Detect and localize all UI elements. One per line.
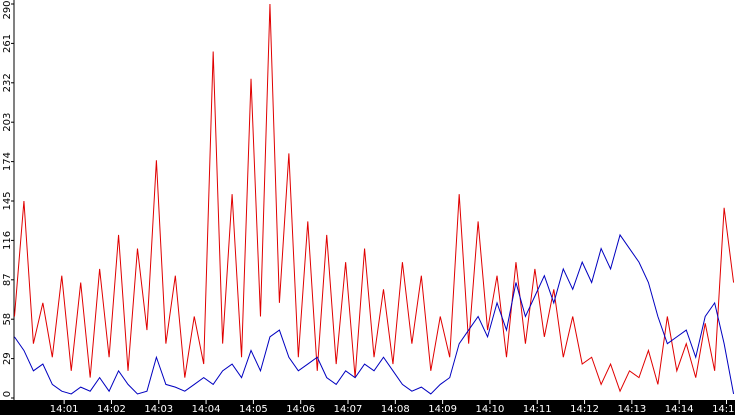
x-tick-label: 14:04 [192,404,221,415]
y-tick-label: 290 [2,0,13,19]
y-tick-label: 0 [2,391,13,397]
x-tick-label: 14:15 [712,404,735,415]
x-tick-label: 14:06 [286,404,315,415]
y-tick-label: 87 [2,273,13,286]
x-tick-label: 14:14 [665,404,694,415]
y-tick-label: 174 [2,152,13,171]
series-line [14,233,735,395]
x-tick-label: 14:10 [476,404,505,415]
y-tick-label: 145 [2,191,13,210]
y-tick-label: 29 [2,352,13,365]
x-tick-label: 14:11 [523,404,552,415]
y-tick-label: 203 [2,113,13,132]
y-tick-label: 232 [2,73,13,92]
x-tick-label: 14:01 [50,404,79,415]
x-tick-label: 14:05 [239,404,268,415]
x-tick-label: 14:02 [97,404,126,415]
x-tick-label: 14:07 [334,404,363,415]
x-tick-label: 14:12 [570,404,599,415]
x-axis-band [0,400,735,415]
series-line [13,3,735,393]
y-tick-label: 58 [2,313,13,326]
x-tick-label: 14:03 [144,404,173,415]
y-tick-label: 261 [2,34,13,53]
x-tick-label: 14:08 [381,404,410,415]
y-tick-label: 116 [2,231,13,250]
x-tick-label: 14:13 [617,404,646,415]
x-tick-label: 14:09 [428,404,457,415]
